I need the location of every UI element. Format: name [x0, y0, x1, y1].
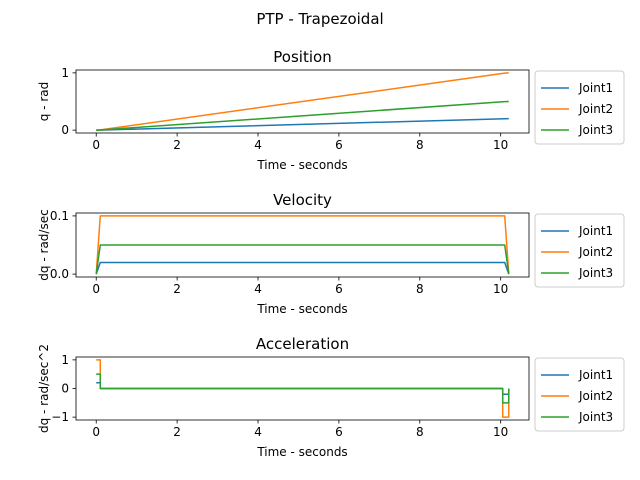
legend-frame [534, 70, 625, 145]
subplot-position: Position 0 2 4 6 8 10 0 1 Time - seconds q - rad Jo… [37, 48, 625, 172]
legend-label-joint2: Joint2 [578, 102, 613, 116]
series-lines [96, 359, 510, 418]
legend-frame [534, 357, 625, 432]
x-tick-label: 4 [254, 138, 262, 152]
series-lines [96, 72, 509, 131]
x-tick-label: 6 [335, 282, 343, 296]
x-tick-label: 4 [254, 282, 262, 296]
legend-label-joint3: Joint3 [578, 266, 613, 280]
x-tick-label: 6 [335, 138, 343, 152]
legend-label-joint3: Joint3 [578, 123, 613, 137]
legend: Joint1 Joint2 Joint3 [534, 357, 625, 432]
y-axis-label: dq - rad/sec^2 [37, 344, 51, 433]
y-tick-label: 0 [61, 382, 69, 396]
series-line-joint1 [95, 261, 510, 275]
series-lines [95, 215, 510, 275]
figure-title: PTP - Trapezoidal [256, 10, 383, 28]
y-tick-label: 1 [61, 353, 69, 367]
axes-frame [75, 69, 530, 134]
legend-label-joint1: Joint1 [578, 81, 613, 95]
legend-label-joint2: Joint2 [578, 389, 613, 403]
x-tick-label: 0 [92, 138, 100, 152]
series-line-joint2 [95, 215, 510, 275]
legend-label-joint2: Joint2 [578, 245, 613, 259]
y-tick-label: −1 [51, 410, 69, 424]
x-tick-label: 6 [335, 425, 343, 439]
x-tick-label: 0 [92, 425, 100, 439]
series-line-joint3 [96, 373, 510, 404]
y-tick-label: 0.1 [50, 209, 69, 223]
x-tick-label: 8 [416, 138, 424, 152]
x-tick-label: 2 [173, 425, 181, 439]
x-tick-label: 10 [493, 425, 508, 439]
x-tick-label: 4 [254, 425, 262, 439]
x-tick-label: 2 [173, 138, 181, 152]
subplot-title: Velocity [273, 191, 332, 209]
subplot-title: Acceleration [256, 335, 349, 353]
x-tick-label: 10 [493, 282, 508, 296]
x-axis-label: Time - seconds [256, 158, 347, 172]
legend-frame [534, 213, 625, 288]
x-axis-label: Time - seconds [256, 302, 347, 316]
x-tick-label: 8 [416, 425, 424, 439]
x-axis-label: Time - seconds [256, 445, 347, 459]
subplot-velocity: Velocity 0 2 4 6 8 10 0.0 0.1 Time - seconds dq - … [37, 191, 625, 316]
y-axis-label: q - rad [37, 82, 51, 121]
legend: Joint1 Joint2 Joint3 [534, 70, 625, 145]
legend: Joint1 Joint2 Joint3 [534, 213, 625, 288]
subplot-acceleration: Acceleration 0 2 4 6 8 10 −1 0 1 Time - seconds dq … [37, 335, 625, 459]
subplot-title: Position [273, 48, 331, 66]
y-axis-label: dq - rad/sec [37, 209, 51, 280]
series-line-joint3 [95, 244, 510, 275]
legend-label-joint1: Joint1 [578, 224, 613, 238]
legend-label-joint1: Joint1 [578, 368, 613, 382]
y-tick-label: 1 [61, 66, 69, 80]
y-tick-label: 0.0 [50, 267, 69, 281]
series-line-joint3 [96, 100, 509, 131]
x-tick-label: 2 [173, 282, 181, 296]
x-tick-label: 8 [416, 282, 424, 296]
x-tick-label: 0 [92, 282, 100, 296]
axes-frame [75, 212, 530, 278]
legend-label-joint3: Joint3 [578, 410, 613, 424]
y-tick-label: 0 [61, 123, 69, 137]
x-tick-label: 10 [493, 138, 508, 152]
